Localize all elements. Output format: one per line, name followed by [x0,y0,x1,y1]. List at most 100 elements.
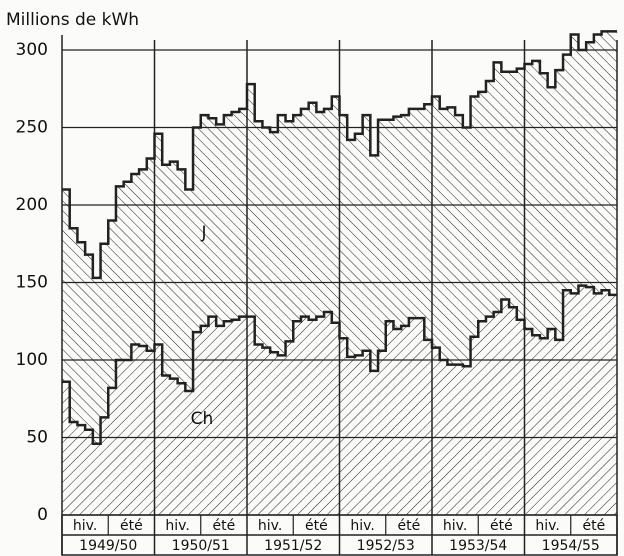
area-segment [393,329,402,515]
area-segment [185,391,194,515]
season-label: été [490,518,513,534]
year-label: 1950/51 [172,538,230,554]
area-segment [524,329,533,515]
area-segment [169,161,178,379]
area-segment [108,387,117,515]
area-segment [347,139,356,357]
area-segment [524,63,533,329]
area-segment [609,294,618,515]
area-segment [146,350,155,515]
area-segment [262,347,271,515]
season-label: été [305,518,328,534]
area-segment [432,347,441,515]
area-segment [300,316,309,515]
area-segment [62,381,71,515]
y-tick-label: 0 [37,505,48,525]
area-segment [262,127,271,348]
area-segment [570,293,579,515]
area-segment [555,339,564,515]
area-segment [362,350,371,515]
area-segment [416,318,425,515]
area-segment [69,228,78,422]
area-segment [247,316,256,515]
area-segment [231,319,240,515]
y-tick-label: 200 [16,195,48,215]
area-segment [100,417,109,515]
area-segment [216,124,225,326]
area-segment [85,429,94,515]
area-segment [401,115,410,326]
area-segment [462,127,471,367]
area-segment [462,366,471,515]
area-segment [223,321,232,515]
area-segment [393,116,402,330]
area-segment [408,318,417,515]
area-segment [455,364,464,515]
area-segment [208,118,217,317]
y-tick-label: 300 [16,40,48,60]
area-segment [493,311,502,515]
y-tick-label: 250 [16,118,48,138]
area-segment [586,42,595,288]
area-segment [308,319,317,515]
area-segment [432,96,441,348]
area-segment [162,164,171,376]
area-segment [177,383,186,515]
season-label: été [583,518,606,534]
area-segment [85,254,94,430]
area-segment [200,325,209,515]
area-segment [455,115,464,365]
area-segment [593,34,602,294]
area-segment [131,344,140,515]
y-tick-label: 100 [16,350,48,370]
area-segment [324,108,333,312]
area-segment [100,243,109,418]
area-segment [139,346,148,515]
area-segment [277,115,286,356]
area-segment [501,71,510,300]
area-segment [339,115,348,339]
area-segment [115,186,124,360]
area-segment [593,293,602,515]
chart-title: Millions de kWh [6,10,139,30]
area-segment [308,102,317,320]
area-segment [277,355,286,515]
season-label: été [398,518,421,534]
area-segment [439,108,448,361]
area-segment [316,316,325,515]
area-segment [478,321,487,515]
season-label: hiv. [73,518,97,534]
season-label: été [120,518,143,534]
area-segment [470,336,479,515]
area-segment [293,321,302,515]
area-segment [231,112,240,320]
area-segment [185,189,194,391]
area-segment [578,50,587,286]
area-segment [108,220,117,388]
y-tick-label: 50 [26,428,48,448]
area-segment [547,329,556,515]
area-segment [339,338,348,515]
area-segment [77,425,86,515]
area-segment [547,87,556,329]
area-segment [424,104,433,340]
year-label: 1951/52 [264,538,322,554]
area-segment [285,341,294,515]
area-segment [208,316,217,515]
area-segment [493,62,502,312]
area-segment [77,242,86,426]
area-segment [601,290,610,515]
area-segment [239,316,248,515]
area-segment [408,108,417,319]
area-segment [478,91,487,322]
area-segment [370,370,379,515]
area-segment [123,181,132,360]
season-label: été [213,518,236,534]
area-segment [470,96,479,337]
area-segment [254,344,263,515]
area-segment [247,84,256,317]
area-segment [385,119,394,322]
series-label: J [200,223,206,243]
area-segment [200,115,209,326]
area-segment [331,322,340,515]
